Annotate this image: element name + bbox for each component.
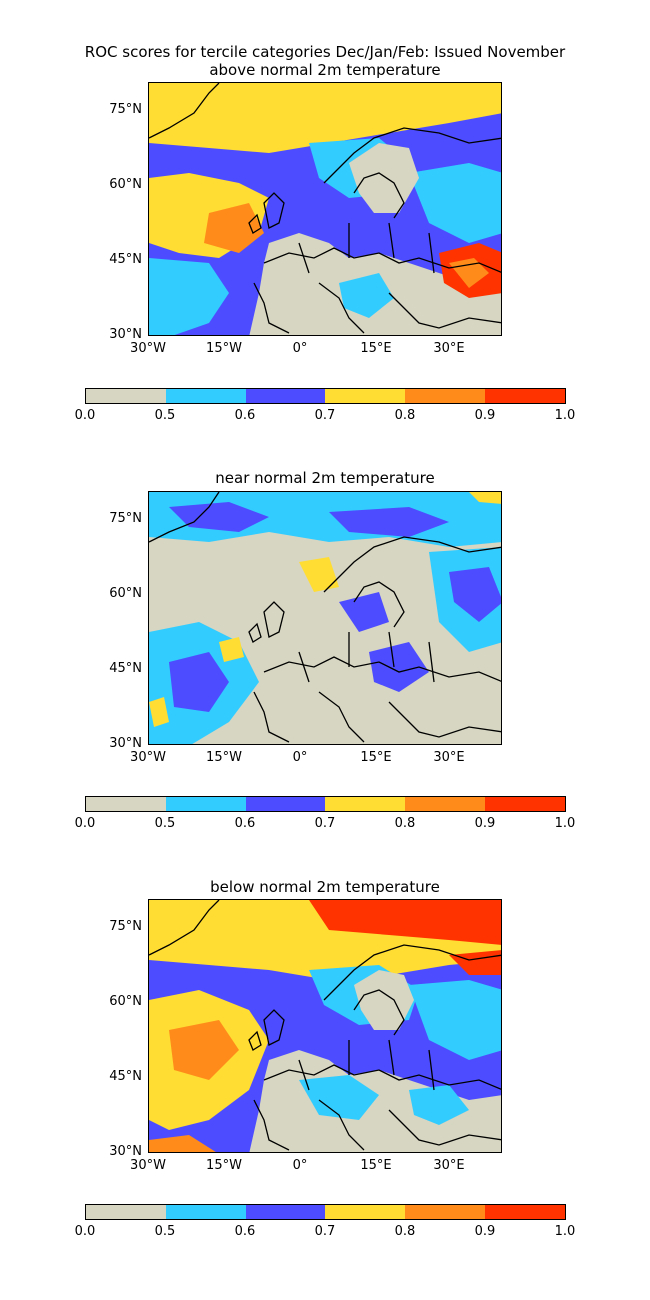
colorbar-label: 0.6	[234, 816, 256, 831]
lon-label-30w: 30°W	[130, 750, 166, 765]
lon-label-30e: 30°E	[433, 341, 465, 356]
colorbar-segment	[245, 797, 326, 811]
colorbar-label: 1.0	[554, 816, 576, 831]
lon-label-15w: 15°W	[206, 750, 242, 765]
colorbar-segment	[405, 797, 486, 811]
colorbar-label: 0.8	[394, 1224, 416, 1239]
colorbar-label: 1.0	[554, 408, 576, 423]
colorbar-segment	[165, 389, 246, 403]
colorbar-segment	[86, 1205, 166, 1219]
colorbar-2	[85, 796, 566, 812]
colorbar-label: 0.9	[474, 816, 496, 831]
colorbar-segment	[405, 1205, 486, 1219]
panel-title-near-normal: near normal 2m temperature	[215, 469, 435, 487]
map-below-normal	[148, 899, 502, 1153]
colorbar-label: 0.5	[154, 1224, 176, 1239]
colorbar-label: 0.7	[314, 816, 336, 831]
colorbar-label: 0.9	[474, 408, 496, 423]
colorbar-label: 0.0	[74, 408, 96, 423]
lon-label-15e: 15°E	[360, 750, 392, 765]
lon-label-30w: 30°W	[130, 341, 166, 356]
colorbar-segment	[405, 389, 486, 403]
lat-label-75n: 75°N	[109, 919, 142, 934]
map-near-normal	[148, 491, 502, 745]
lon-label-15e: 15°E	[360, 341, 392, 356]
lon-label-15w: 15°W	[206, 1158, 242, 1173]
lat-label-45n: 45°N	[109, 661, 142, 676]
colorbar-segment	[325, 389, 406, 403]
colorbar-segment	[165, 797, 246, 811]
colorbar-3	[85, 1204, 566, 1220]
lat-label-45n: 45°N	[109, 252, 142, 267]
lat-label-75n: 75°N	[109, 511, 142, 526]
lat-label-45n: 45°N	[109, 1069, 142, 1084]
colorbar-label: 0.5	[154, 816, 176, 831]
lon-label-30w: 30°W	[130, 1158, 166, 1173]
lat-label-60n: 60°N	[109, 994, 142, 1009]
colorbar-label: 0.7	[314, 1224, 336, 1239]
colorbar-label: 0.6	[234, 408, 256, 423]
colorbar-label: 0.9	[474, 1224, 496, 1239]
lat-label-30n: 30°N	[109, 327, 142, 342]
colorbar-segment	[86, 797, 166, 811]
colorbar-label: 0.0	[74, 1224, 96, 1239]
lon-label-30e: 30°E	[433, 750, 465, 765]
lat-label-30n: 30°N	[109, 1144, 142, 1159]
panel-title-above-normal: above normal 2m temperature	[209, 61, 441, 79]
lon-label-15w: 15°W	[206, 341, 242, 356]
map-above-normal	[148, 82, 502, 336]
lon-label-0: 0°	[292, 1158, 308, 1173]
colorbar-segment	[165, 1205, 246, 1219]
colorbar-segment	[485, 389, 565, 403]
colorbar-segment	[485, 1205, 565, 1219]
colorbar-label: 0.8	[394, 816, 416, 831]
colorbar-segment	[86, 389, 166, 403]
panel-title-below-normal: below normal 2m temperature	[210, 878, 440, 896]
colorbar-label: 1.0	[554, 1224, 576, 1239]
colorbar-label: 0.0	[74, 816, 96, 831]
lat-label-75n: 75°N	[109, 102, 142, 117]
colorbar-segment	[245, 1205, 326, 1219]
lat-label-30n: 30°N	[109, 736, 142, 751]
lat-label-60n: 60°N	[109, 177, 142, 192]
lon-label-30e: 30°E	[433, 1158, 465, 1173]
colorbar-label: 0.7	[314, 408, 336, 423]
lon-label-0: 0°	[292, 750, 308, 765]
figure-main-title: ROC scores for tercile categories Dec/Ja…	[84, 43, 566, 61]
colorbar-1	[85, 388, 566, 404]
colorbar-label: 0.8	[394, 408, 416, 423]
colorbar-segment	[325, 797, 406, 811]
colorbar-segment	[325, 1205, 406, 1219]
colorbar-label: 0.5	[154, 408, 176, 423]
lon-label-15e: 15°E	[360, 1158, 392, 1173]
colorbar-segment	[245, 389, 326, 403]
colorbar-label: 0.6	[234, 1224, 256, 1239]
lon-label-0: 0°	[292, 341, 308, 356]
lat-label-60n: 60°N	[109, 586, 142, 601]
colorbar-segment	[485, 797, 565, 811]
